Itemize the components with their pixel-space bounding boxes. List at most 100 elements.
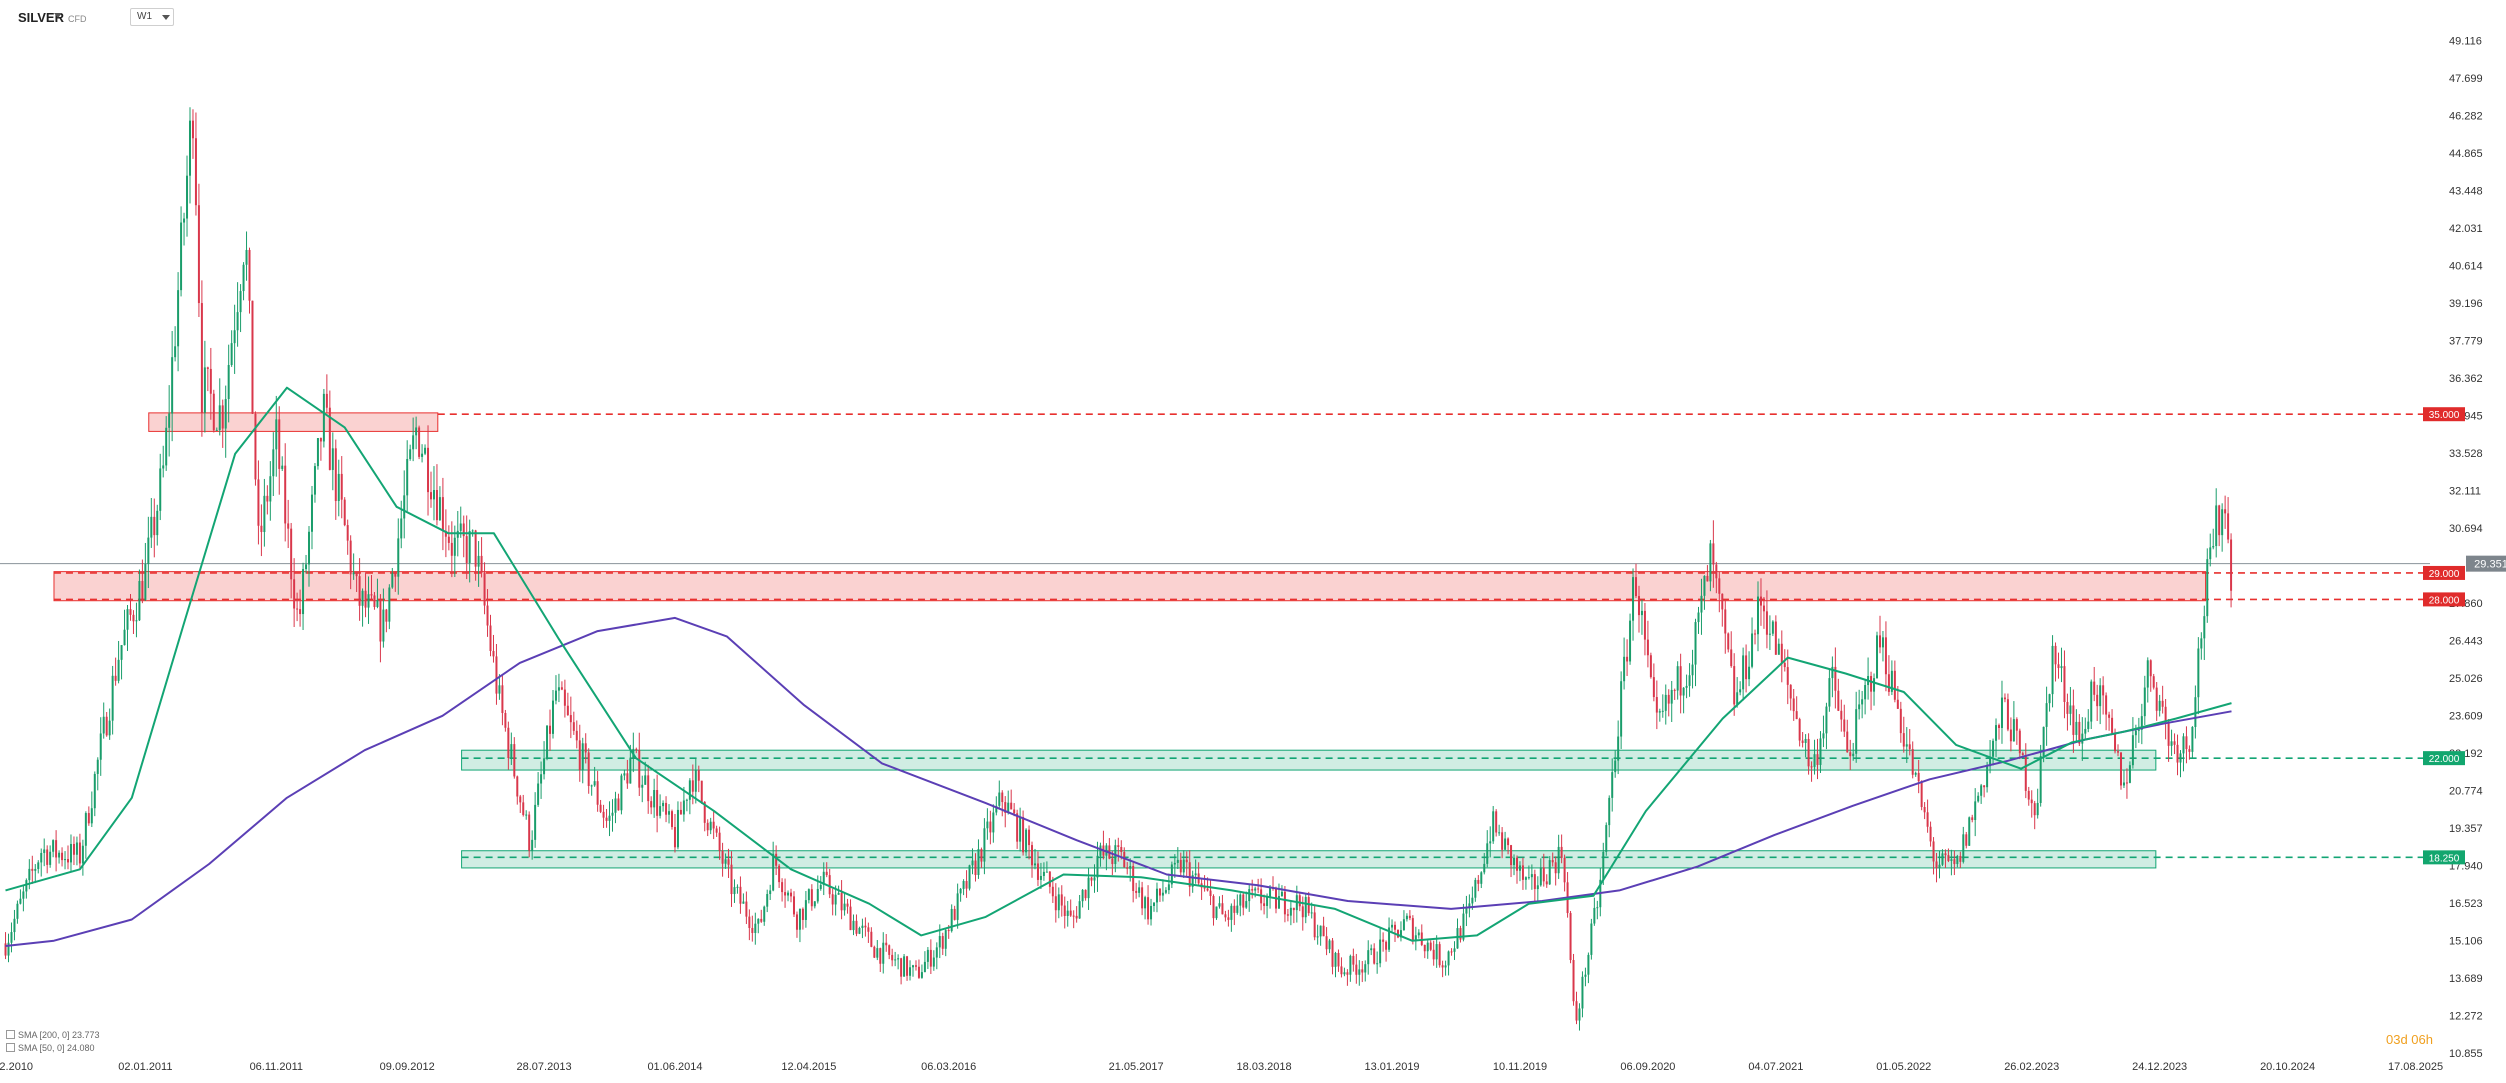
candle-body bbox=[299, 609, 302, 615]
candle-body bbox=[474, 530, 477, 567]
candle-body bbox=[626, 773, 629, 784]
candle-body bbox=[1072, 915, 1075, 917]
candle-body bbox=[676, 809, 679, 848]
candle-body bbox=[215, 429, 218, 431]
resistance-zone-1[interactable] bbox=[53, 571, 2207, 602]
candle-body bbox=[1266, 897, 1269, 906]
support-zone-3[interactable] bbox=[461, 850, 2157, 869]
candle-body bbox=[1682, 687, 1685, 696]
candle-body bbox=[388, 587, 391, 622]
candle-body bbox=[2230, 539, 2233, 591]
candle-body bbox=[673, 826, 676, 848]
candle-body bbox=[1965, 834, 1968, 846]
candle-body bbox=[1983, 785, 1986, 788]
candle-body bbox=[1554, 862, 1557, 874]
candle-body bbox=[751, 927, 754, 933]
timeframe-label: W1 bbox=[137, 11, 152, 22]
x-tick-label: 20.10.2024 bbox=[2260, 1061, 2315, 1073]
candle-body bbox=[653, 789, 656, 808]
time-axis[interactable]: 07.02.2010 02.01.2011 06.11.2011 09.09.2012… bbox=[0, 1061, 2443, 1073]
candle-body bbox=[748, 916, 751, 928]
candle-body bbox=[1748, 666, 1751, 680]
candle-body bbox=[882, 942, 885, 964]
candle-body bbox=[1810, 766, 1813, 768]
visibility-icon[interactable] bbox=[6, 1043, 15, 1052]
candle-body bbox=[900, 958, 903, 977]
candle-body bbox=[352, 572, 355, 575]
y-tick-label: 20.774 bbox=[2449, 786, 2483, 798]
resistance-zone-0[interactable] bbox=[148, 412, 439, 432]
candle-body bbox=[578, 740, 581, 770]
candle-body bbox=[361, 590, 364, 606]
candle-body bbox=[2051, 645, 2054, 695]
candle-body bbox=[1905, 744, 1908, 747]
candle-body bbox=[906, 956, 909, 976]
candle-body bbox=[1394, 924, 1397, 930]
candle-body bbox=[1828, 678, 1831, 707]
candle-body bbox=[837, 892, 840, 895]
candle-body bbox=[1462, 913, 1465, 940]
candle-body bbox=[1391, 924, 1394, 928]
candle-body bbox=[1673, 689, 1676, 691]
candle-body bbox=[2033, 803, 2036, 816]
candle-body bbox=[1144, 897, 1147, 909]
candle-body bbox=[1438, 944, 1441, 966]
candle-body bbox=[1730, 649, 1733, 667]
candle-body bbox=[1620, 681, 1623, 737]
candle-body bbox=[1301, 906, 1304, 918]
candle-body bbox=[135, 620, 138, 622]
candle-body bbox=[227, 365, 230, 400]
candle-body bbox=[1947, 855, 1950, 861]
candle-body bbox=[278, 419, 281, 469]
timeframe-selector[interactable]: W1 bbox=[130, 8, 174, 26]
sma200-legend[interactable]: SMA [200, 0] 23.773 bbox=[6, 1030, 100, 1040]
candle-body bbox=[355, 572, 358, 577]
candle-body bbox=[1233, 905, 1236, 913]
candle-body bbox=[510, 744, 513, 758]
candle-body bbox=[1498, 832, 1501, 834]
candle-body bbox=[120, 645, 123, 660]
candle-body bbox=[281, 465, 284, 469]
candle-body bbox=[763, 906, 766, 922]
candle-body bbox=[2036, 802, 2039, 816]
candle-body bbox=[971, 860, 974, 866]
candle-body bbox=[126, 609, 129, 630]
candle-body bbox=[1697, 612, 1700, 623]
candle-body bbox=[1995, 725, 1998, 741]
level-price-tag bbox=[2423, 592, 2465, 607]
candle-body bbox=[1218, 903, 1221, 907]
candle-body bbox=[1998, 725, 2001, 728]
sma50-line[interactable] bbox=[5, 386, 2232, 942]
candle-body bbox=[739, 886, 742, 904]
visibility-icon[interactable] bbox=[6, 1030, 15, 1039]
candle-body bbox=[102, 716, 105, 734]
candle-body bbox=[1414, 935, 1417, 942]
price-axis[interactable]: 49.116 47.699 46.282 44.865 43.448 42.031 40.6… bbox=[2449, 36, 2483, 1060]
candle-body bbox=[13, 918, 16, 933]
support-zone-2[interactable] bbox=[461, 749, 2157, 771]
candle-body bbox=[2057, 664, 2060, 669]
candle-body bbox=[1453, 948, 1456, 952]
candle-body bbox=[1355, 964, 1358, 975]
candle-body bbox=[790, 892, 793, 897]
candle-body bbox=[1938, 864, 1941, 869]
sma200-line[interactable] bbox=[5, 616, 2232, 947]
level-price-label: 22.000 bbox=[2429, 754, 2460, 765]
candle-body bbox=[1385, 941, 1388, 950]
candles bbox=[4, 107, 2233, 1031]
candle-body bbox=[1539, 867, 1542, 886]
candle-body bbox=[1277, 896, 1280, 909]
candle-body bbox=[1417, 932, 1420, 936]
symbol-selector[interactable]: SILVER CFD bbox=[18, 10, 87, 25]
sma50-legend[interactable]: SMA [50, 0] 24.080 bbox=[6, 1043, 95, 1053]
candle-body bbox=[691, 780, 694, 792]
candle-body bbox=[1447, 951, 1450, 966]
candle-body bbox=[254, 413, 257, 480]
candle-body bbox=[1423, 944, 1426, 952]
y-tick-label: 42.031 bbox=[2449, 223, 2483, 235]
candle-body bbox=[1039, 875, 1042, 880]
chevron-down-icon[interactable] bbox=[54, 13, 62, 18]
candle-body bbox=[144, 564, 147, 601]
candle-body bbox=[855, 920, 858, 934]
